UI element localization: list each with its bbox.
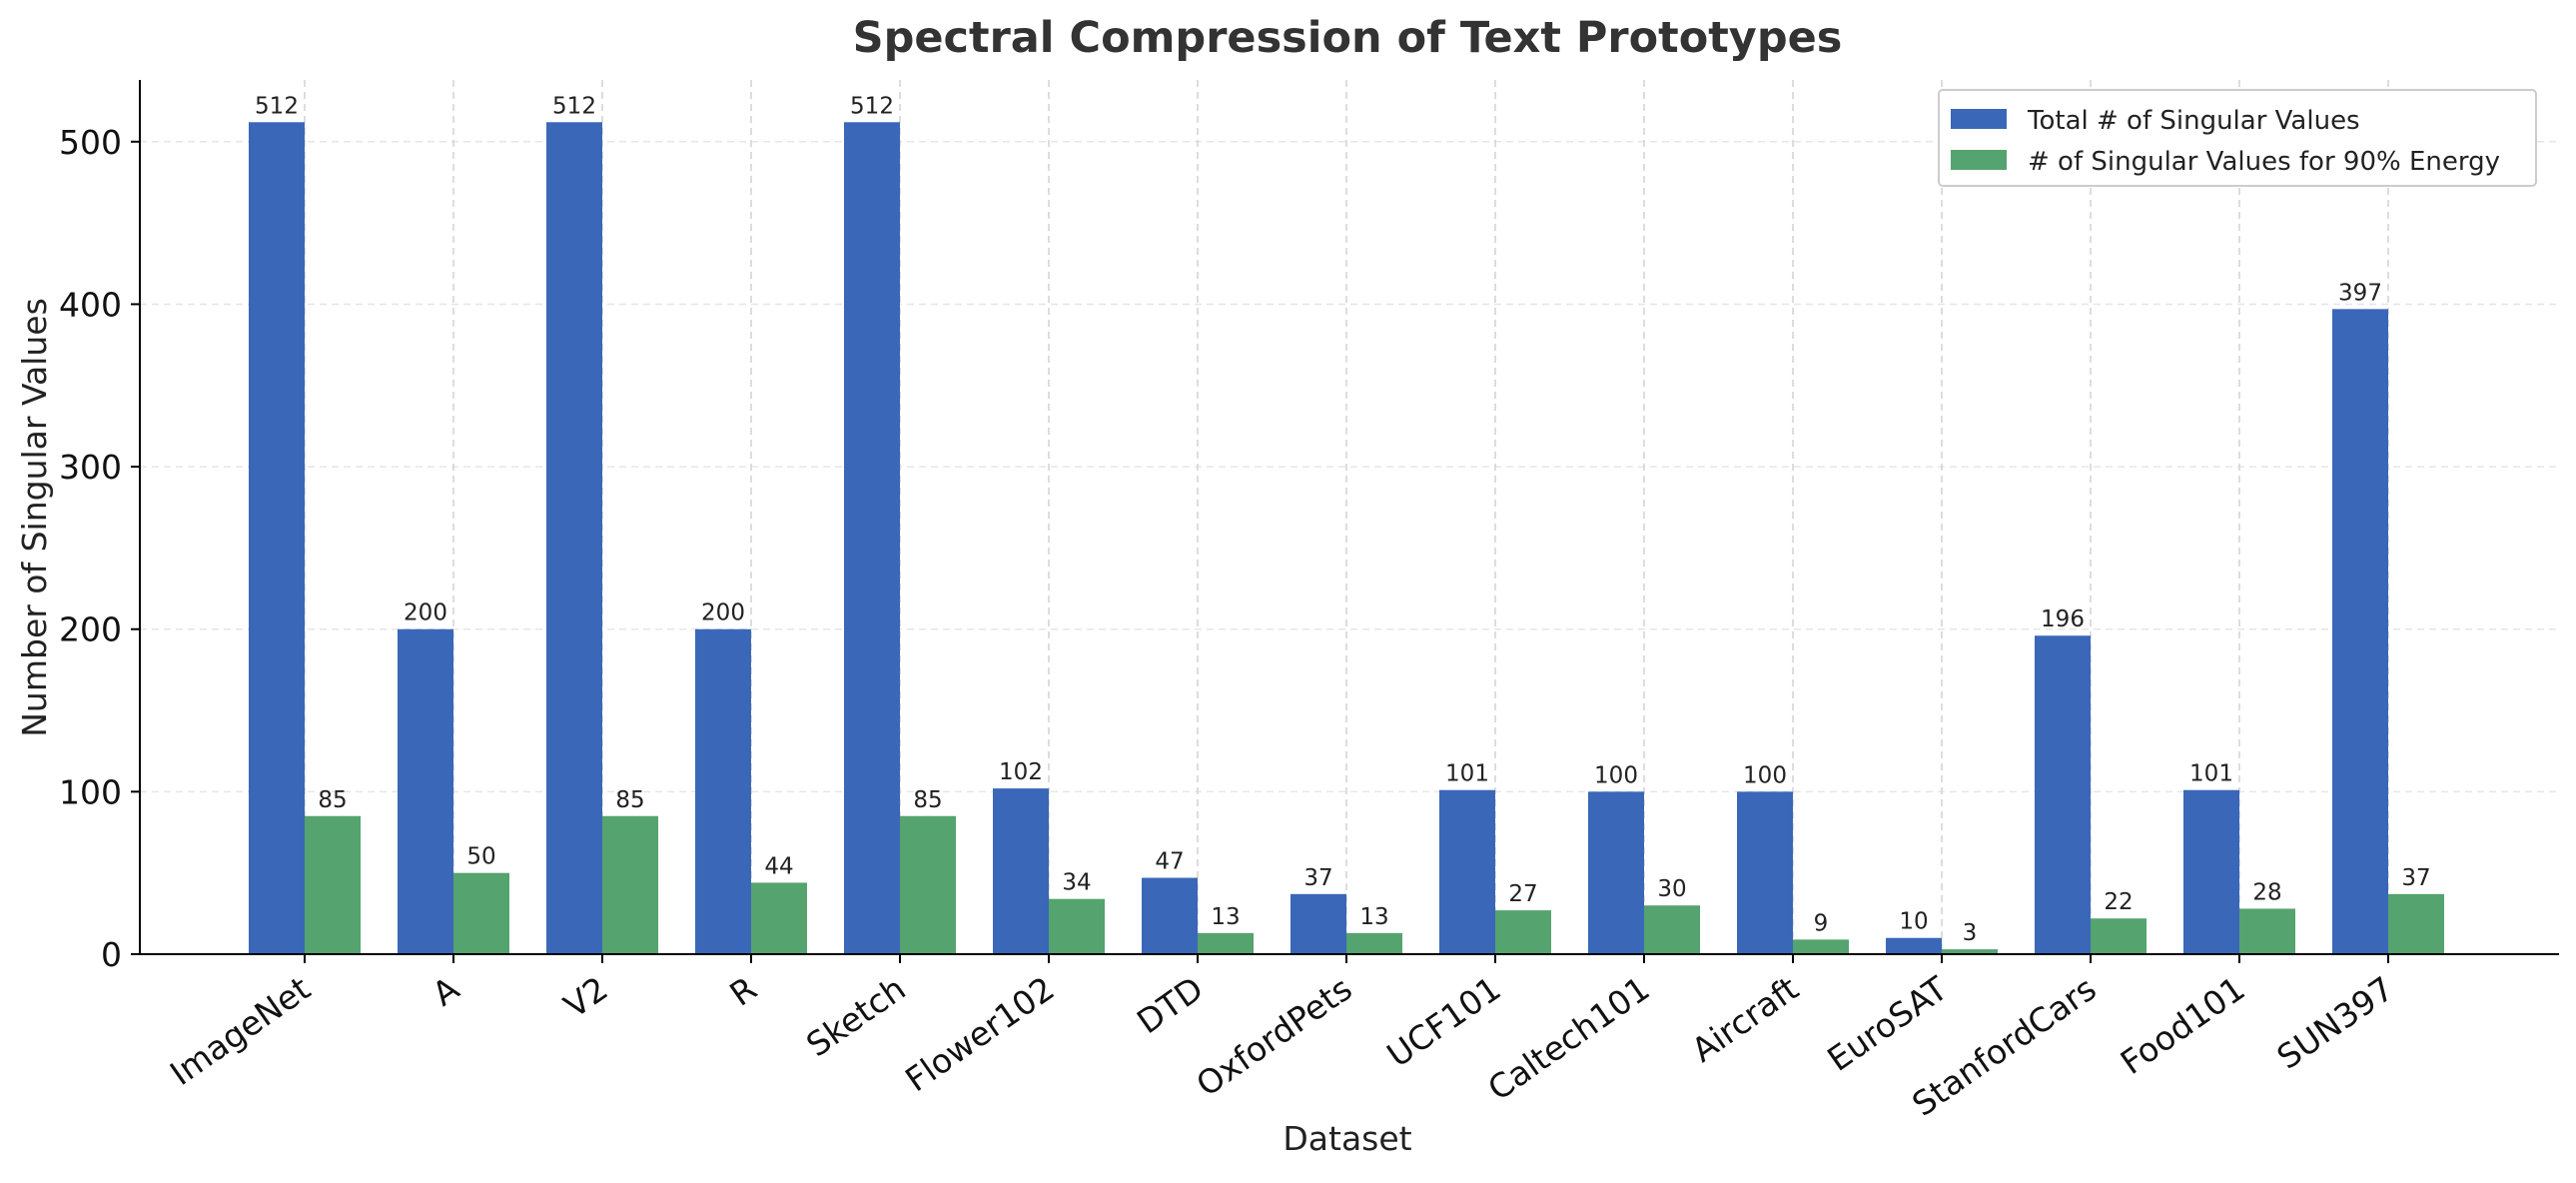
x-tick-label: DTD [1130, 969, 1211, 1042]
bar-energy [900, 815, 956, 954]
bar-value-label: 10 [1899, 909, 1928, 935]
legend-label-total: Total # of Singular Values [2027, 106, 2360, 136]
bar-value-label: 512 [255, 93, 299, 119]
y-tick-label: 400 [59, 285, 122, 324]
bar-value-label: 102 [999, 759, 1043, 785]
y-tick-label: 300 [59, 448, 122, 487]
bar-value-label: 100 [1594, 762, 1638, 788]
bar-value-label: 85 [318, 787, 347, 813]
bar-total [1142, 877, 1198, 954]
bar-value-label: 200 [404, 600, 447, 626]
bar-value-label: 37 [1303, 865, 1332, 891]
x-tick-label: Food101 [2114, 969, 2252, 1082]
legend-swatch-total [1951, 109, 2007, 129]
y-tick-label: 100 [59, 772, 122, 811]
bar-energy [1049, 898, 1105, 954]
legend-label-energy: # of Singular Values for 90% Energy [2028, 147, 2500, 177]
bars-layer [249, 122, 2444, 955]
bar-total [249, 122, 305, 954]
labels-layer: 512 200 512 200 512 102 47 37 101 100 100 10 196 101 3… [255, 93, 2431, 946]
bar-value-label: 3 [1963, 920, 1978, 946]
bar-energy [1942, 949, 1998, 954]
y-axis-title: Number of Singular Values [15, 298, 54, 737]
bar-energy [305, 815, 361, 954]
x-tick-label: SUN397 [2269, 969, 2400, 1077]
chart-title: Spectral Compression of Text Prototypes [853, 13, 1843, 63]
bar-value-label: 13 [1211, 904, 1240, 930]
bar-value-label: 100 [1743, 762, 1787, 788]
x-tick-label: A [426, 968, 466, 1013]
bar-energy [1495, 910, 1551, 954]
bar-energy [2388, 893, 2444, 954]
bar-total [1290, 893, 1346, 954]
bar-energy [1346, 932, 1402, 954]
bar-value-label: 28 [2252, 879, 2281, 905]
bar-total [1886, 937, 1942, 954]
bar-value-label: 200 [701, 600, 745, 626]
bar-value-label: 13 [1359, 904, 1388, 930]
x-tick-label: Caltech101 [1480, 969, 1656, 1109]
bar-value-label: 9 [1814, 910, 1829, 936]
bar-value-label: 44 [764, 853, 793, 879]
legend-swatch-energy [1951, 150, 2007, 170]
x-tick-label: Flower102 [898, 969, 1061, 1100]
x-tick-label: Aircraft [1685, 969, 1806, 1070]
bar-value-label: 30 [1657, 876, 1686, 902]
bar-total [546, 122, 602, 954]
x-axis-title: Dataset [1283, 1119, 1411, 1158]
bar-value-label: 22 [2104, 889, 2133, 915]
bar-value-label: 85 [913, 787, 942, 813]
x-tick-label: UCF101 [1379, 969, 1507, 1075]
y-tick-label: 500 [59, 123, 122, 162]
x-tick-label: ImageNet [163, 969, 318, 1093]
bar-total [993, 788, 1049, 954]
bar-energy [2091, 918, 2147, 954]
bar-energy [751, 882, 807, 954]
bar-total [2183, 789, 2239, 954]
bar-energy [1793, 939, 1849, 954]
x-tick-label: V2 [557, 969, 615, 1026]
bar-total [1588, 791, 1644, 954]
bar-total [2035, 635, 2091, 954]
bar-value-label: 512 [552, 93, 596, 119]
bar-energy [1644, 905, 1700, 954]
bar-total [1439, 789, 1495, 954]
axes-layer [139, 80, 2559, 955]
bar-total [1737, 791, 1793, 954]
bar-total [2332, 309, 2388, 955]
legend: Total # of Singular Values # of Singular… [1938, 89, 2537, 187]
bar-value-label: 37 [2401, 865, 2430, 891]
bar-total [844, 122, 900, 954]
x-tick-label: EuroSAT [1820, 968, 1955, 1079]
legend-box [1938, 89, 2537, 187]
bar-total [695, 628, 751, 954]
bar-energy [602, 815, 658, 954]
bar-value-label: 512 [850, 93, 894, 119]
bar-value-label: 101 [2189, 761, 2233, 787]
y-tick-label: 0 [101, 935, 122, 974]
bar-energy [453, 872, 509, 954]
x-tick-label: Sketch [799, 969, 912, 1065]
bar-value-label: 196 [2041, 606, 2085, 632]
bar-energy [1198, 932, 1254, 954]
bar-value-label: 50 [466, 844, 495, 870]
bar-value-label: 47 [1155, 849, 1184, 875]
bar-value-label: 397 [2338, 280, 2382, 306]
bar-energy [2239, 908, 2295, 954]
y-tick-label: 200 [59, 610, 122, 649]
bar-value-label: 27 [1508, 881, 1537, 907]
x-tick-label: OxfordPets [1189, 969, 1358, 1104]
bar-value-label: 85 [615, 787, 644, 813]
bar-value-label: 101 [1445, 761, 1489, 787]
x-tick-label: R [722, 969, 763, 1014]
bar-value-label: 34 [1062, 870, 1091, 896]
bar-total [398, 628, 453, 954]
